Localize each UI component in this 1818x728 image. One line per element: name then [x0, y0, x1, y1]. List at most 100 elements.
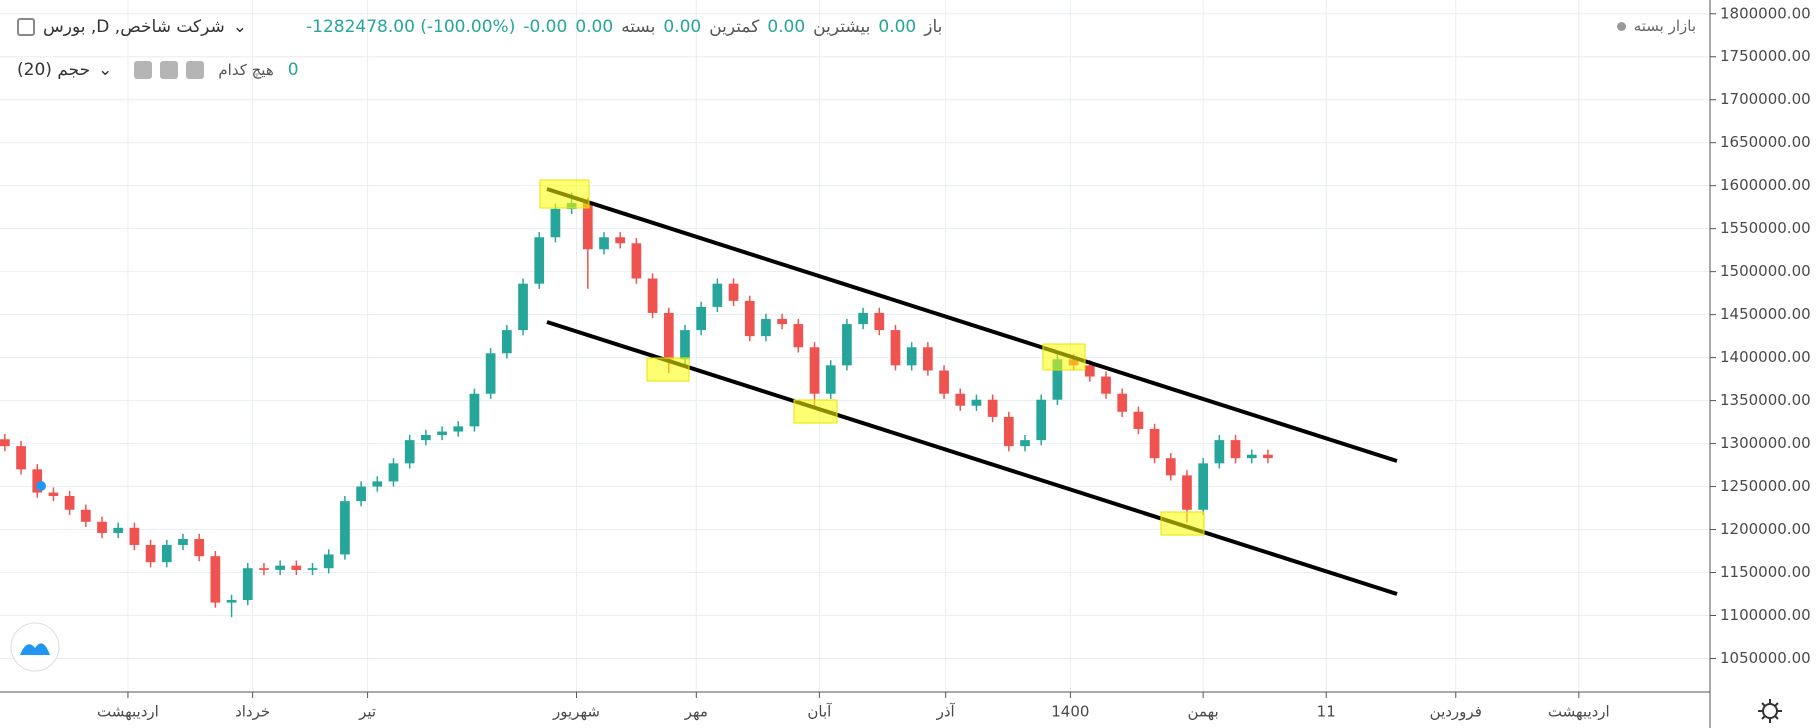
candle-body: [599, 237, 609, 250]
candle-body: [906, 347, 917, 366]
candle-body: [32, 469, 43, 493]
drawings: [36, 179, 1398, 596]
collapse-icon[interactable]: [17, 18, 35, 36]
y-tick-label: 1550000.00: [1720, 219, 1811, 237]
candle-body: [809, 347, 820, 394]
y-tick-label: 1700000.00: [1720, 90, 1811, 108]
y-tick-label: 1800000.00: [1720, 4, 1811, 22]
logo-button[interactable]: [10, 622, 60, 672]
y-tick-label: 1300000.00: [1720, 434, 1811, 452]
candle-body: [259, 568, 269, 570]
candle-body: [372, 481, 383, 487]
candle-body: [858, 312, 868, 325]
candle-body: [1117, 393, 1128, 412]
y-tick-label: 1450000.00: [1720, 305, 1811, 323]
y-tick-label: 1250000.00: [1720, 477, 1811, 495]
candle-body: [307, 568, 318, 570]
candle-body: [485, 353, 496, 394]
candle-body: [194, 538, 205, 557]
candle-body: [340, 501, 350, 555]
status-text: بازار بسته: [1633, 17, 1696, 35]
ohlc-label: بسته: [621, 17, 656, 37]
candle-body: [291, 565, 302, 570]
candle-body: [453, 426, 464, 432]
candle-body: [712, 283, 723, 307]
candle-body: [161, 545, 172, 563]
ohlc-value: 0.00: [767, 17, 806, 37]
candle-body: [842, 324, 852, 366]
candle-body: [696, 306, 707, 331]
candle-body: [744, 300, 755, 337]
candle-body: [501, 330, 512, 354]
indicator-name[interactable]: حجم (20): [17, 60, 91, 80]
candle-body: [242, 568, 253, 601]
candle-body: [1230, 440, 1241, 459]
candle-body: [421, 434, 431, 441]
candle-body: [1020, 440, 1030, 447]
x-tick-label: آبان: [807, 703, 832, 721]
change: -0.00: [523, 17, 568, 37]
candle-body: [97, 521, 107, 533]
candle-body: [518, 283, 528, 331]
candle-body: [469, 393, 480, 427]
candle-body: [1084, 365, 1095, 377]
candle-body: [113, 527, 124, 533]
candle-body: [64, 496, 75, 510]
y-tick-label: 1400000.00: [1720, 348, 1811, 366]
candle-body: [178, 538, 188, 546]
candle-body: [890, 330, 901, 366]
candle-body: [356, 486, 366, 502]
x-tick-label: اردیبهشت: [97, 703, 159, 721]
symbol-row[interactable]: شرکت شاخص, D, بورس ⌄: [17, 17, 247, 37]
y-tick-label: 1200000.00: [1720, 520, 1811, 538]
candle-body: [550, 208, 561, 238]
candle-body: [582, 202, 593, 250]
x-tick-label: 11: [1317, 703, 1336, 721]
candle-body: [145, 545, 156, 563]
candle-body: [0, 439, 10, 447]
eye-icon[interactable]: [134, 61, 153, 79]
candle-body: [275, 565, 285, 570]
ohlc-label: کمترین: [709, 17, 760, 37]
ohlc-value: 0.00: [663, 17, 702, 37]
logo-icon: [20, 643, 50, 655]
x-tick-label: بهمن: [1188, 703, 1219, 721]
settings-icon[interactable]: [1758, 699, 1782, 723]
indicator-row[interactable]: حجم (20) ⌄ هیچ کدام 0: [17, 60, 299, 80]
y-tick-label: 1350000.00: [1720, 391, 1811, 409]
candle-body: [1198, 463, 1209, 510]
symbol[interactable]: شرکت شاخص, D, بورس: [43, 17, 225, 37]
candle-body: [129, 527, 140, 546]
candle-body: [987, 399, 998, 417]
x-tick-label: مهر: [684, 703, 708, 721]
candle-body: [1003, 416, 1014, 447]
status: بازار بسته: [1616, 17, 1696, 35]
marker-dot: [36, 481, 46, 491]
x-tick-label: اردیبهشت: [1548, 703, 1610, 721]
ohlc-row: باز 0.00 بیشترین 0.00 کمترین 0.00 بسته 0…: [306, 17, 942, 37]
status-dot: [1616, 21, 1626, 31]
highlight: [793, 399, 838, 424]
candle-body: [404, 440, 415, 464]
candle-body: [647, 278, 658, 313]
channel-upper: [546, 187, 1398, 463]
close-icon[interactable]: [186, 61, 205, 79]
gear-icon[interactable]: [160, 61, 179, 79]
candle-body: [437, 431, 447, 435]
indicator-none: هیچ کدام: [218, 61, 274, 79]
candle-body: [323, 554, 334, 569]
chevron: ⌄: [98, 60, 113, 80]
change-percent: -1282478.00 (-100.00%): [306, 17, 516, 37]
ohlc-value: 0.00: [575, 17, 614, 37]
candle-body: [1263, 454, 1273, 459]
ohlc-value: 0.00: [878, 17, 917, 37]
candle-body: [939, 370, 949, 394]
candle-body: [955, 393, 966, 406]
candle-body: [1149, 428, 1160, 459]
ohlc-label: باز: [924, 17, 943, 37]
ohlc-label: بیشترین: [813, 17, 871, 37]
candle-body: [971, 399, 982, 406]
candle-body: [874, 312, 885, 331]
